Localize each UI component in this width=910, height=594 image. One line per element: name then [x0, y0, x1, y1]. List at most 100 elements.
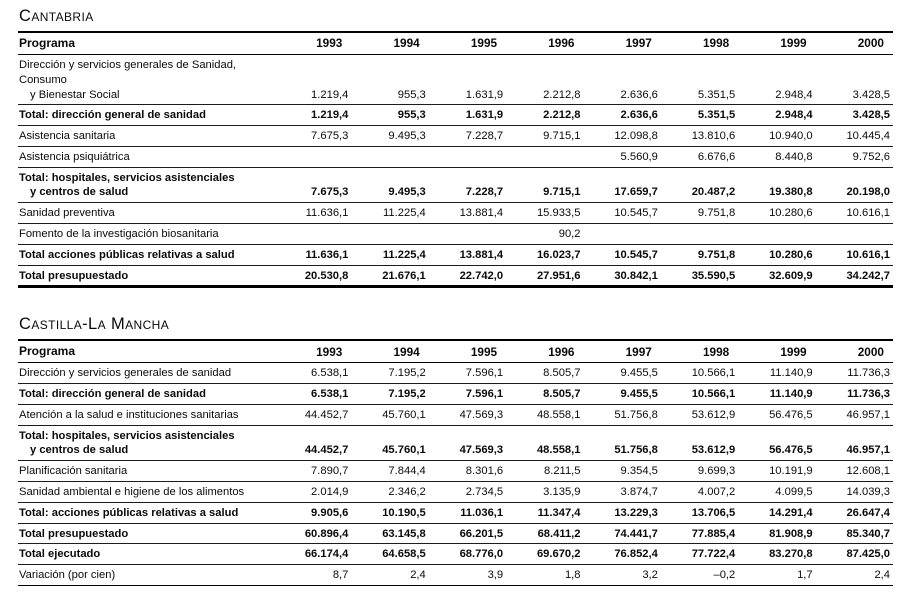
- value-cell: [738, 223, 816, 245]
- value-cell: 5.560,9: [583, 146, 661, 168]
- program-label: Total presupuestado: [18, 523, 274, 545]
- value-cell: 4.099,5: [738, 481, 816, 503]
- column-header-year: 1994: [351, 340, 429, 364]
- value-cell: 9.495,3: [351, 125, 429, 147]
- value-cell: 35.590,5: [691, 269, 736, 282]
- program-label: Total: acciones públicas relativas a sal…: [18, 502, 274, 524]
- value-cell: 10.280,6: [738, 202, 816, 224]
- program-label-line1: Total presupuestado: [19, 527, 129, 540]
- value-cell: 1.631,9: [428, 104, 507, 127]
- program-label: Sanidad preventiva: [18, 202, 274, 224]
- value-cell: [274, 223, 352, 245]
- table-row: Total: dirección general de sanidad 6.538…: [18, 383, 893, 405]
- value-cell: 15.933,5: [506, 202, 584, 224]
- value-cell: 2.212,8: [506, 54, 584, 106]
- value-cell: 87.425,0: [815, 543, 893, 566]
- program-label-line1: Total: dirección general de sanidad: [19, 388, 206, 401]
- value-cell: 56.476,5: [738, 404, 816, 426]
- value-cell: 11.736,3: [815, 383, 893, 405]
- value-cell: 11.736,3: [815, 362, 893, 385]
- program-label: Total: dirección general de sanidad: [18, 383, 274, 405]
- value-cell: 34.242,7: [846, 269, 890, 282]
- value-cell: 53.612,9: [660, 404, 739, 426]
- value-cell: 5.351,5: [660, 54, 739, 106]
- value-cell: 9.752,6: [815, 146, 893, 168]
- column-header-year: 1999: [738, 340, 816, 364]
- program-label-line1: Sanidad ambiental e higiene de los alime…: [19, 486, 245, 498]
- program-label: Asistencia psiquiátrica: [18, 146, 274, 168]
- value-cell: 45.760,1: [351, 425, 429, 462]
- value-cell: 11.140,9: [738, 383, 816, 405]
- program-label-line1: Asistencia psiquiátrica: [19, 150, 130, 163]
- value-cell: 51.756,8: [583, 425, 661, 462]
- value-cell: 9.715,1: [506, 125, 584, 147]
- value-cell: 17.659,7: [583, 167, 661, 204]
- value-cell: 10.190,5: [351, 502, 429, 524]
- value-cell: 48.558,1: [506, 425, 584, 462]
- value-cell: 13.706,5: [660, 502, 739, 524]
- value-cell: 3,2: [642, 569, 658, 582]
- value-cell: 81.908,9: [738, 523, 816, 545]
- value-cell: 9.699,3: [660, 460, 739, 482]
- value-cell: 7.596,1: [428, 383, 507, 405]
- program-label: Dirección y servicios generales de Sanid…: [18, 54, 274, 106]
- program-label-line1: Planificación sanitaria: [19, 465, 128, 478]
- value-cell: 7.844,4: [351, 460, 429, 482]
- value-cell: 22.742,0: [459, 269, 504, 282]
- value-cell: 3.428,5: [815, 104, 893, 127]
- value-cell: [506, 146, 584, 168]
- value-cell: 32.609,9: [769, 269, 813, 282]
- table-row: Total ejecutado 66.174,4 64.658,5 68.776,0 6…: [18, 543, 893, 566]
- table-row: Total presupuestado 60.896,4 63.145,8 66.20…: [18, 523, 893, 545]
- value-cell: 9.354,5: [583, 460, 661, 482]
- value-cell: 9.751,8: [660, 244, 739, 266]
- table-header-row: Programa 1993 1994 1995 1996 1997 1998 1999 2000: [18, 32, 893, 55]
- program-label: Total presupuestado: [18, 265, 274, 287]
- value-cell: 5.351,5: [660, 104, 739, 127]
- value-cell: 12.098,8: [583, 125, 661, 147]
- table-row: Total: dirección general de sanidad 1.219…: [18, 104, 893, 127]
- column-header-year: 1997: [583, 340, 661, 364]
- value-cell: 2.948,4: [738, 54, 816, 106]
- value-cell: 1.219,4: [274, 54, 352, 106]
- value-cell: 44.452,7: [274, 425, 352, 462]
- value-cell: 83.270,8: [738, 543, 816, 566]
- value-cell: 20.198,0: [815, 167, 893, 204]
- program-label-line1: Total: dirección general de sanidad: [19, 109, 206, 122]
- program-label-line1: Dirección y servicios generales de Sanid…: [19, 58, 237, 86]
- value-cell: 7.890,7: [274, 460, 352, 482]
- value-cell: –0,2: [713, 569, 736, 582]
- value-cell: 21.676,1: [382, 269, 426, 282]
- value-cell: 3.135,9: [506, 481, 584, 503]
- value-cell: 955,3: [351, 104, 429, 127]
- program-label-line1: Total ejecutado: [19, 548, 101, 561]
- column-header-year: 1993: [274, 340, 352, 364]
- value-cell: 2.636,6: [583, 104, 661, 127]
- value-cell: 8.505,7: [506, 362, 584, 385]
- value-cell: 11.036,1: [428, 502, 507, 524]
- program-label: Total acciones públicas relativas a salu…: [18, 244, 274, 266]
- value-cell: 1.631,9: [428, 54, 507, 106]
- program-label-line1: Dirección y servicios generales de sanid…: [19, 367, 232, 380]
- program-label-line1: Total presupuestado: [19, 269, 129, 282]
- column-header-year: 1998: [660, 32, 739, 55]
- value-cell: 9.495,3: [351, 167, 429, 204]
- table-row: Total acciones públicas relativas a salu…: [18, 244, 893, 266]
- program-label: Atención a la salud e instituciones sani…: [18, 404, 274, 426]
- value-cell: 69.670,2: [506, 543, 584, 566]
- value-cell: 30.842,1: [614, 269, 658, 282]
- program-label-line1: Atención a la salud e instituciones sani…: [19, 408, 239, 421]
- value-cell: 51.756,8: [583, 404, 661, 426]
- value-cell: 10.940,0: [738, 125, 816, 147]
- value-cell: 2.014,9: [274, 481, 352, 503]
- value-cell: 47.569,3: [428, 425, 507, 462]
- value-cell: 13.881,4: [428, 244, 507, 266]
- program-label: Sanidad ambiental e higiene de los alime…: [18, 481, 274, 503]
- column-header-programa: Programa: [18, 340, 274, 364]
- value-cell: 3.874,7: [583, 481, 661, 503]
- table-row: Total presupuestado 20.530,8 21.676,1 22.74…: [18, 265, 893, 287]
- value-cell: 76.852,4: [583, 543, 661, 566]
- table-row: Fomento de la investigación biosanitaria…: [18, 223, 893, 245]
- value-cell: 8.440,8: [738, 146, 816, 168]
- value-cell: 13.229,3: [583, 502, 661, 524]
